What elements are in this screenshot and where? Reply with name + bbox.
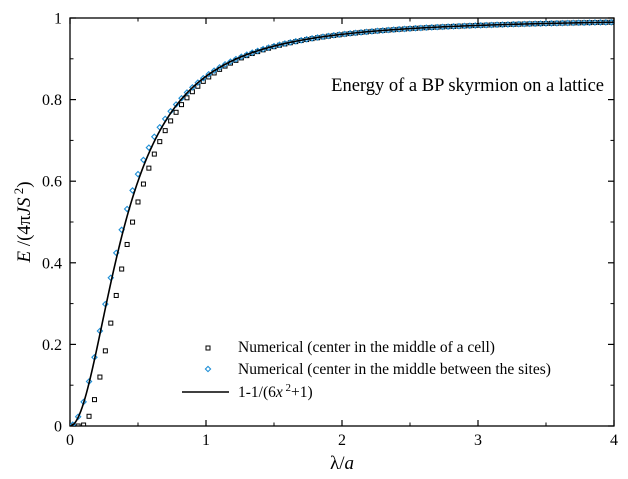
- x-tick-label: 0: [66, 432, 74, 449]
- marker-diamond: [531, 20, 539, 28]
- plot-data: [70, 18, 614, 426]
- marker-diamond: [607, 18, 614, 26]
- x-tick-label: 4: [610, 432, 618, 449]
- marker-diamond: [548, 19, 555, 27]
- y-tick-label: 1: [54, 11, 62, 28]
- marker-square: [179, 102, 185, 108]
- marker-diamond: [537, 20, 544, 27]
- marker-square: [75, 423, 81, 426]
- marker-square: [168, 118, 174, 124]
- marker-diamond: [591, 19, 599, 26]
- marker-square: [151, 151, 157, 157]
- y-tick-label: 0.4: [42, 255, 62, 272]
- marker-diamond: [461, 22, 468, 30]
- marker-diamond: [542, 20, 550, 27]
- marker-diamond: [575, 19, 583, 27]
- marker-diamond: [493, 21, 501, 29]
- marker-diamond: [134, 170, 142, 178]
- marker-square: [140, 181, 146, 187]
- marker-diamond: [471, 22, 479, 29]
- marker-diamond: [558, 19, 566, 27]
- marker-diamond: [569, 19, 577, 27]
- marker-diamond: [564, 19, 572, 27]
- marker-square: [108, 320, 114, 326]
- y-tick-label: 0.2: [42, 337, 62, 354]
- y-axis-label: E /(4πJS 2): [11, 181, 35, 263]
- legend-label-formula: 1-1/(6x 2+1): [238, 382, 313, 401]
- marker-square: [195, 83, 201, 89]
- marker-diamond: [520, 20, 528, 28]
- chart-annotation: Energy of a BP skyrmion on a lattice: [331, 76, 604, 96]
- legend-label-between-sites: Numerical (center in the middle between …: [238, 361, 551, 378]
- marker-square: [162, 128, 168, 134]
- marker-diamond: [509, 20, 517, 28]
- marker-square: [200, 78, 206, 84]
- marker-square: [157, 139, 163, 145]
- marker-diamond: [145, 144, 153, 151]
- series-line: [70, 21, 614, 426]
- marker-square: [173, 109, 179, 115]
- marker-square: [119, 266, 125, 272]
- y-tick-label: 0.6: [42, 174, 62, 191]
- marker-square: [86, 413, 92, 419]
- marker-square: [135, 199, 141, 205]
- marker-diamond: [499, 21, 506, 28]
- marker-diamond: [504, 21, 512, 28]
- marker-square: [124, 241, 130, 247]
- marker-diamond: [602, 18, 610, 26]
- x-tick-label: 3: [474, 432, 482, 449]
- marker-diamond: [580, 19, 588, 27]
- marker-square: [102, 348, 108, 354]
- marker-diamond: [526, 20, 534, 28]
- marker-diamond: [140, 156, 147, 164]
- marker-diamond: [466, 22, 474, 30]
- marker-square: [184, 95, 190, 101]
- y-axis-label-group: E /(4πJS 2): [11, 181, 35, 263]
- y-tick-label: 0: [54, 419, 62, 436]
- marker-diamond: [553, 19, 561, 27]
- marker-diamond: [74, 413, 82, 421]
- marker-diamond: [488, 21, 495, 29]
- marker-diamond: [515, 20, 523, 28]
- marker-diamond: [477, 21, 485, 29]
- marker-square: [130, 219, 136, 225]
- marker-diamond: [597, 19, 604, 26]
- marker-square: [146, 165, 152, 171]
- marker-diamond: [586, 19, 593, 26]
- legend-marker-diamond: [204, 365, 212, 373]
- x-tick-label: 2: [338, 432, 346, 449]
- x-tick-label: 1: [202, 432, 210, 449]
- marker-diamond: [129, 187, 136, 194]
- marker-diamond: [482, 21, 490, 29]
- marker-square: [113, 292, 119, 298]
- legend-label-cell: Numerical (center in the middle of a cel…: [238, 339, 495, 356]
- marker-diamond: [150, 133, 158, 141]
- y-tick-label: 0.8: [42, 92, 62, 109]
- legend-marker-square: [205, 345, 211, 351]
- x-axis-label: λ/a: [330, 453, 354, 474]
- marker-square: [97, 374, 103, 380]
- marker-square: [91, 397, 97, 403]
- marker-square: [81, 422, 87, 426]
